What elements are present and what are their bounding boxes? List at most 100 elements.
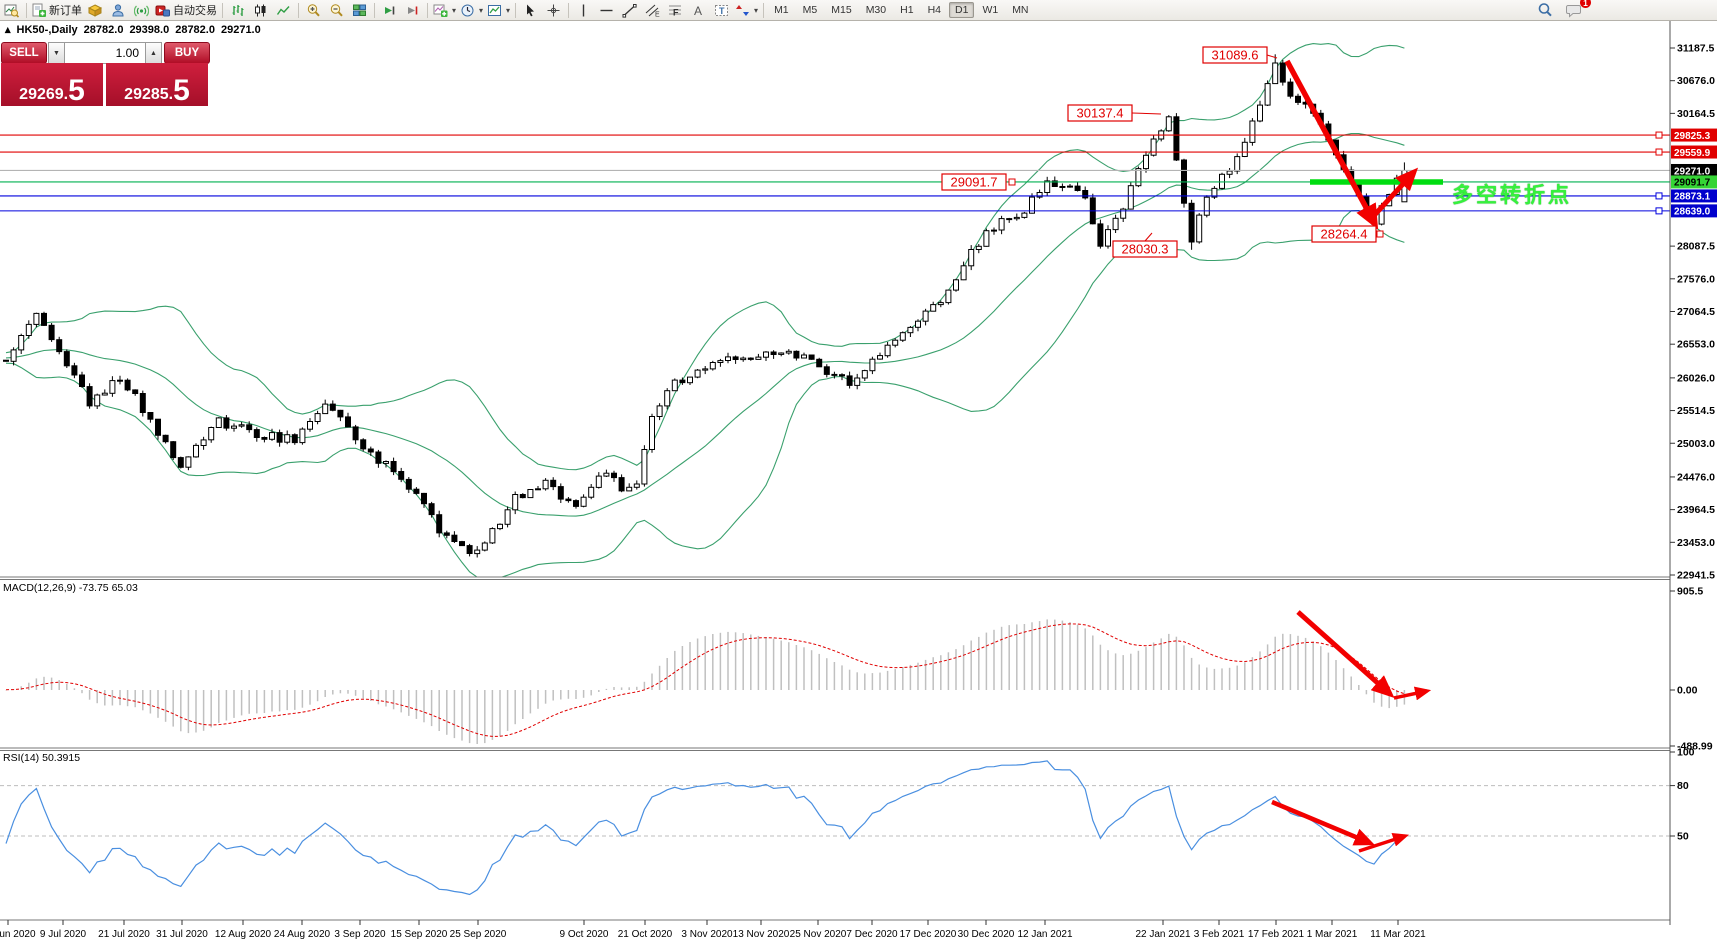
periods-button[interactable]: ▾ [458, 1, 485, 19]
cube-icon [88, 3, 103, 17]
svg-text:27064.5: 27064.5 [1677, 306, 1715, 318]
sell-price-panel[interactable]: 29269. 5 [1, 63, 103, 106]
chart-shift-button[interactable] [401, 1, 424, 19]
channel-tool-button[interactable]: E [641, 1, 664, 19]
svg-text:29271.0: 29271.0 [1674, 166, 1711, 177]
toolbar-separator [427, 2, 428, 18]
chart-canvas[interactable]: 29825.329559.929271.029091.728873.128639… [0, 20, 1717, 943]
zoom-in-button[interactable] [302, 1, 325, 19]
volume-input[interactable]: 1.00 [65, 42, 145, 64]
candlestick-chart-icon [255, 4, 266, 16]
timeframe-m15[interactable]: M15 [831, 4, 852, 16]
toolbar-right-group: 1 [1533, 0, 1591, 19]
search-button[interactable] [1533, 1, 1556, 19]
macd-name: MACD(12,26,9) [3, 582, 76, 594]
zoom-in-icon [307, 3, 320, 16]
tile-windows-button[interactable] [348, 1, 371, 19]
toolbar-separator [568, 2, 570, 18]
text-tool-button[interactable]: A [687, 1, 710, 19]
timeframe-m5[interactable]: M5 [802, 4, 818, 16]
person-icon [112, 3, 124, 16]
svg-text:3 Feb 2021: 3 Feb 2021 [1194, 929, 1245, 940]
timeframe-m30[interactable]: M30 [865, 4, 887, 16]
pivot-annotation-text[interactable]: 多空转折点 [1452, 184, 1572, 207]
symbol-period: HK50-,Daily [16, 24, 78, 36]
trend-arrows[interactable] [1271, 59, 1432, 853]
new-chart-icon [4, 4, 19, 18]
svg-text:50: 50 [1677, 831, 1689, 843]
text-label-tool-button[interactable]: T [710, 1, 733, 19]
svg-text:80: 80 [1677, 780, 1689, 792]
svg-text:25 Jun 2020: 25 Jun 2020 [0, 929, 36, 940]
svg-text:30137.4: 30137.4 [1077, 106, 1124, 121]
toolbar-separator [763, 2, 765, 18]
timeframe-m1[interactable]: M1 [774, 4, 789, 16]
svg-text:9 Jul 2020: 9 Jul 2020 [40, 929, 87, 940]
crosshair-tool-button[interactable] [542, 1, 565, 19]
timeframe-w1[interactable]: W1 [982, 4, 999, 16]
new-order-button[interactable]: 新订单 [30, 1, 84, 19]
buy-price-panel[interactable]: 29285. 5 [106, 63, 208, 106]
chart-frame [0, 20, 1671, 925]
zoom-out-button[interactable] [325, 1, 348, 19]
macd-histogram [5, 619, 1406, 744]
svg-text:12 Aug 2020: 12 Aug 2020 [215, 929, 272, 940]
svg-text:7 Dec 2020: 7 Dec 2020 [846, 929, 898, 940]
vertical-line-tool-button[interactable] [572, 1, 595, 19]
timeframe-mn[interactable]: MN [1012, 4, 1029, 16]
new-chart-button[interactable] [0, 1, 23, 19]
price-callout-labels[interactable]: 31089.6 30137.4 29091.7 28030.3 28264.4 [941, 46, 1384, 258]
line-chart-button[interactable] [272, 1, 295, 19]
signals-button[interactable] [130, 1, 153, 19]
candlestick-chart-button[interactable] [249, 1, 272, 19]
timeframe-h1[interactable]: H1 [900, 4, 914, 16]
add-indicator-button[interactable]: ▾ [431, 1, 458, 19]
bar-chart-icon [232, 4, 244, 16]
label-glyph: T [719, 6, 725, 16]
rsi-value: 50.3915 [42, 752, 81, 764]
svg-text:23453.0: 23453.0 [1677, 537, 1715, 549]
notification-badge: 1 [1580, 0, 1591, 8]
fibonacci-tool-button[interactable]: F [664, 1, 687, 19]
trendline-tool-button[interactable] [618, 1, 641, 19]
volume-increase-button[interactable]: ▲ [145, 42, 162, 64]
svg-text:25514.5: 25514.5 [1677, 405, 1715, 417]
svg-text:3 Nov 2020: 3 Nov 2020 [681, 929, 733, 940]
svg-text:29559.9: 29559.9 [1674, 148, 1711, 159]
autotrading-button[interactable]: 自动交易 [153, 1, 219, 19]
ohlc-high: 29398.0 [129, 24, 170, 36]
open-account-button[interactable] [107, 1, 130, 19]
sell-button[interactable]: SELL [1, 42, 47, 64]
svg-text:21 Jul 2020: 21 Jul 2020 [98, 929, 150, 940]
text-icon: A [694, 4, 702, 18]
svg-text:17 Dec 2020: 17 Dec 2020 [900, 929, 957, 940]
cursor-tool-button[interactable] [519, 1, 542, 19]
svg-text:15 Sep 2020: 15 Sep 2020 [391, 929, 448, 940]
sell-price-dot: . [63, 86, 69, 103]
rsi-line [5, 760, 1405, 896]
bar-chart-button[interactable] [226, 1, 249, 19]
timeframe-d1[interactable]: D1 [949, 2, 975, 18]
history-center-button[interactable] [84, 1, 107, 19]
dropdown-caret-icon: ▾ [754, 5, 759, 15]
date-axis[interactable]: 25 Jun 2020 9 Jul 2020 21 Jul 2020 31 Jul 2… [0, 920, 1426, 940]
volume-decrease-button[interactable]: ▼ [48, 42, 65, 64]
chart-container[interactable]: 29825.3 29559.9 29271.0 29091.7 28873.1 28639… [0, 20, 1717, 943]
timeframe-h4[interactable]: H4 [927, 4, 941, 16]
chart-template-button[interactable]: ▾ [485, 1, 512, 19]
horizontal-line-tool-button[interactable] [595, 1, 618, 19]
fibonacci-icon: F [668, 5, 681, 17]
svg-text:31 Jul 2020: 31 Jul 2020 [156, 929, 208, 940]
buy-button[interactable]: BUY [164, 42, 210, 64]
chart-template-icon [488, 4, 502, 16]
arrows-tool-button[interactable]: ▾ [733, 1, 760, 19]
auto-scroll-button[interactable] [378, 1, 401, 19]
tile-windows-icon [353, 4, 366, 16]
svg-text:29091.7: 29091.7 [951, 175, 998, 190]
buy-price-main: 29285 [124, 86, 169, 103]
toolbar-separator [374, 2, 375, 18]
svg-text:-488.99: -488.99 [1677, 741, 1713, 753]
add-indicator-icon [433, 4, 448, 17]
notifications-button[interactable]: 1 [1562, 0, 1591, 19]
